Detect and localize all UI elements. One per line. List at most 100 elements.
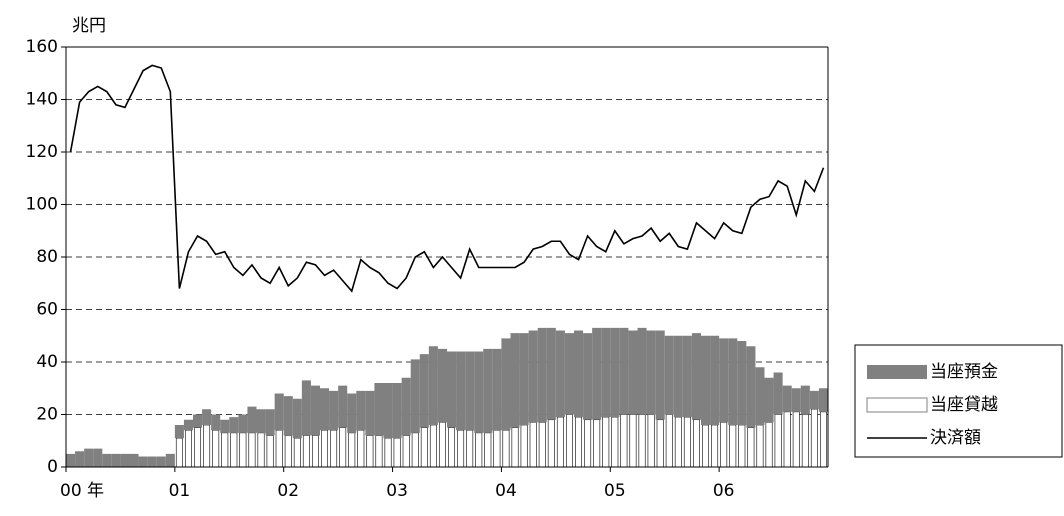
bar xyxy=(410,359,420,433)
bar xyxy=(484,432,492,468)
bar xyxy=(819,411,827,468)
bar xyxy=(674,416,682,468)
bar xyxy=(447,351,457,428)
bar xyxy=(746,346,756,428)
bar xyxy=(629,414,637,468)
bar xyxy=(493,429,501,468)
y-tick-label: 60 xyxy=(36,300,58,320)
bar xyxy=(619,327,629,415)
bar xyxy=(537,327,547,423)
bar xyxy=(474,351,484,433)
bar xyxy=(293,437,301,468)
bar xyxy=(320,388,330,431)
bar xyxy=(220,419,230,433)
bar xyxy=(437,348,447,423)
bar xyxy=(765,422,773,468)
bar xyxy=(393,437,401,468)
legend-label: 当座貸越 xyxy=(930,395,998,415)
legend-swatch xyxy=(867,365,927,379)
bar xyxy=(311,435,319,468)
bar xyxy=(492,348,502,431)
x-tick-label: 05 xyxy=(604,481,626,501)
bar xyxy=(783,411,791,468)
bar xyxy=(683,416,691,468)
bar xyxy=(628,330,638,415)
bar xyxy=(347,393,357,433)
bar xyxy=(329,390,339,431)
bar xyxy=(366,435,374,468)
bar xyxy=(610,327,620,418)
bar xyxy=(711,424,719,468)
x-tick-label: 02 xyxy=(277,481,299,501)
bar xyxy=(375,435,383,468)
y-tick-label: 80 xyxy=(36,247,58,267)
bar xyxy=(457,429,465,468)
bar xyxy=(818,388,828,412)
bar xyxy=(538,422,546,468)
bar xyxy=(138,456,148,467)
x-tick-label: 04 xyxy=(495,481,517,501)
bar xyxy=(483,348,493,433)
bar xyxy=(747,427,755,468)
bar xyxy=(809,390,819,410)
line-series xyxy=(69,64,825,293)
bar xyxy=(420,427,428,468)
bar xyxy=(339,427,347,468)
bar xyxy=(511,427,519,468)
bar xyxy=(800,385,810,415)
bar xyxy=(691,333,701,420)
bar xyxy=(520,424,528,468)
bar xyxy=(682,335,692,418)
bar xyxy=(111,453,121,467)
bar xyxy=(456,351,466,431)
bar xyxy=(266,435,274,468)
bar xyxy=(75,451,85,467)
bar xyxy=(782,385,792,412)
bar xyxy=(93,448,103,467)
bar xyxy=(401,377,411,436)
bar xyxy=(392,383,402,439)
bar xyxy=(466,429,474,468)
bar xyxy=(302,435,310,468)
bar xyxy=(546,327,556,420)
bar xyxy=(773,372,783,415)
bar xyxy=(791,388,801,412)
bar xyxy=(756,424,764,468)
bar xyxy=(84,448,94,467)
bar xyxy=(438,422,446,468)
bar xyxy=(702,424,710,468)
bar xyxy=(729,424,737,468)
bar xyxy=(321,429,329,468)
bar xyxy=(221,432,229,468)
bar xyxy=(274,393,284,431)
bar xyxy=(275,429,283,468)
bar xyxy=(728,338,738,425)
bar xyxy=(510,333,520,428)
y-tick-label: 120 xyxy=(26,142,58,162)
bar xyxy=(265,409,275,436)
bar xyxy=(656,419,664,468)
bar xyxy=(764,377,774,423)
bar xyxy=(384,437,392,468)
bar xyxy=(556,416,564,468)
bar xyxy=(755,367,765,425)
bar xyxy=(419,354,429,428)
bar xyxy=(383,383,393,439)
bar xyxy=(502,429,510,468)
bar xyxy=(774,414,782,468)
x-tick-label: 01 xyxy=(169,481,191,501)
bar xyxy=(183,419,193,431)
bar xyxy=(584,419,592,468)
bar xyxy=(212,429,220,468)
bar xyxy=(230,432,238,468)
bar xyxy=(283,396,293,436)
legend-label: 決済額 xyxy=(930,428,981,448)
bar xyxy=(429,424,437,468)
bar xyxy=(547,419,555,468)
bar xyxy=(256,409,266,433)
bar xyxy=(120,453,130,467)
bar xyxy=(301,380,311,436)
bar xyxy=(248,432,256,468)
bar xyxy=(102,453,112,467)
x-tick-label: 03 xyxy=(386,481,408,501)
